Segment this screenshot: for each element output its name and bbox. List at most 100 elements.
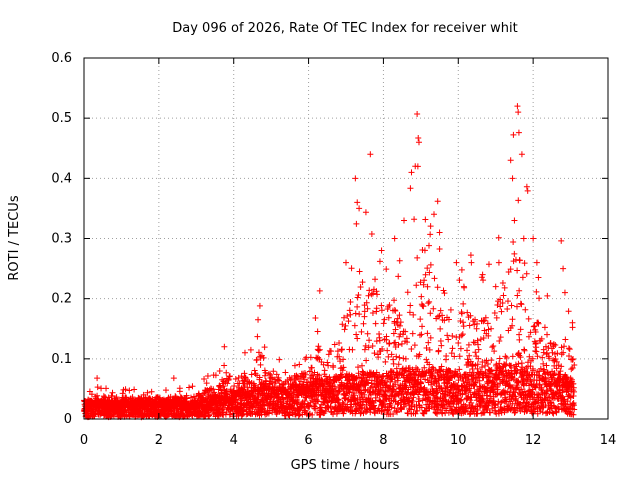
data-point [406, 309, 413, 316]
data-point [431, 275, 438, 282]
data-point [466, 352, 473, 359]
x-tick-label: 0 [80, 433, 88, 448]
data-point [340, 364, 347, 371]
data-point [339, 399, 346, 406]
data-point [464, 309, 471, 316]
data-point [187, 394, 194, 401]
data-point [395, 273, 402, 280]
data-point [372, 276, 379, 283]
data-point [368, 291, 375, 298]
data-point [91, 413, 98, 420]
data-point [226, 373, 233, 380]
data-point [345, 318, 352, 325]
data-point [354, 335, 361, 342]
data-point [340, 410, 347, 417]
data-point [374, 381, 381, 388]
data-point [388, 404, 395, 411]
data-point [394, 401, 401, 408]
data-point [504, 298, 511, 305]
data-point [221, 343, 228, 350]
data-point [427, 310, 434, 317]
data-point [341, 314, 348, 321]
data-point [412, 163, 419, 170]
data-point [560, 349, 567, 356]
data-point [516, 336, 523, 343]
data-point [424, 283, 431, 290]
data-point [479, 271, 486, 278]
data-point [519, 274, 526, 281]
data-point [301, 376, 308, 383]
data-point [544, 331, 551, 338]
data-point [402, 328, 409, 335]
data-point [410, 394, 417, 401]
data-point [94, 375, 101, 382]
data-point [407, 185, 414, 192]
data-point [379, 373, 386, 380]
data-point [418, 331, 425, 338]
data-point [500, 292, 507, 299]
data-point [495, 234, 502, 241]
data-point [378, 302, 385, 309]
data-point [224, 380, 231, 387]
data-point [396, 333, 403, 340]
data-point [510, 131, 517, 138]
data-point [481, 317, 488, 324]
data-point [376, 337, 383, 344]
data-point [422, 370, 429, 377]
data-point [410, 311, 417, 318]
data-point [502, 353, 509, 360]
data-point [391, 393, 398, 400]
grid-lines [84, 58, 608, 419]
data-point [414, 110, 421, 117]
data-point [535, 274, 542, 281]
data-point [238, 373, 245, 380]
data-point [217, 384, 224, 391]
data-point [447, 306, 454, 313]
data-point [126, 387, 133, 394]
data-point [257, 361, 264, 368]
data-point [232, 375, 239, 382]
data-point [465, 341, 472, 348]
data-point [390, 386, 397, 393]
data-point [517, 300, 524, 307]
data-point [103, 385, 110, 392]
data-point [359, 279, 366, 286]
data-point [307, 354, 314, 361]
data-point [525, 315, 532, 322]
data-point [336, 353, 343, 360]
data-point [109, 389, 116, 396]
data-point [438, 342, 445, 349]
data-point [361, 313, 368, 320]
data-point [419, 323, 426, 330]
data-point [516, 331, 523, 338]
data-point [460, 323, 467, 330]
data-point [306, 403, 313, 410]
data-point [221, 362, 228, 369]
data-point [358, 362, 365, 369]
data-point [122, 386, 129, 393]
data-point [435, 347, 442, 354]
data-point [297, 378, 304, 385]
data-point [338, 346, 345, 353]
data-point [445, 336, 452, 343]
data-point [302, 371, 309, 378]
data-point [509, 175, 516, 182]
data-point [359, 404, 366, 411]
data-point [356, 268, 363, 275]
data-point [144, 389, 151, 396]
data-point [544, 292, 551, 299]
data-point [426, 346, 433, 353]
data-point [533, 259, 540, 266]
data-point [373, 305, 380, 312]
data-point [234, 399, 241, 406]
data-point [416, 332, 423, 339]
data-point [383, 266, 390, 273]
data-point [344, 312, 351, 319]
data-point [362, 209, 369, 216]
y-tick-label: 0.4 [51, 171, 72, 186]
data-point [458, 266, 465, 273]
data-point [396, 257, 403, 264]
data-point [468, 259, 475, 266]
data-point [183, 395, 190, 402]
data-point [459, 331, 466, 338]
